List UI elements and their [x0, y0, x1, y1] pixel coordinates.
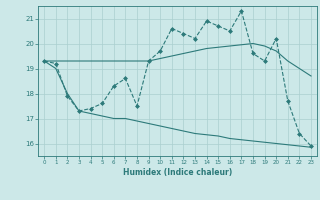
X-axis label: Humidex (Indice chaleur): Humidex (Indice chaleur) — [123, 168, 232, 177]
